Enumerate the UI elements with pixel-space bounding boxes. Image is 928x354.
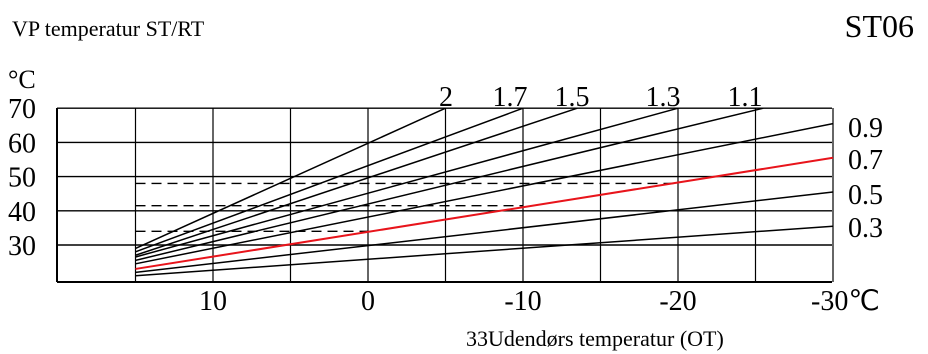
chart-code: ST06 (844, 8, 914, 44)
slope-label: 2 (439, 82, 453, 113)
x-tick-label: -20 (659, 286, 696, 317)
slope-label: 0.5 (848, 180, 883, 211)
curve-1.3 (135, 107, 679, 258)
x-tick-label: -30℃ (811, 286, 880, 317)
slope-label: 0.3 (848, 213, 883, 244)
chart-title: VP temperatur ST/RT (12, 16, 205, 41)
y-tick-label: 40 (8, 197, 36, 228)
slope-label: 1.5 (555, 82, 590, 113)
curve-1.5 (135, 107, 578, 256)
slope-label: 1.3 (646, 82, 681, 113)
y-tick-label: 30 (8, 231, 36, 262)
x-tick-label: 10 (199, 286, 227, 317)
x-tick-label: 0 (361, 286, 375, 317)
curve-0.5 (135, 191, 834, 274)
x-tick-label: -10 (504, 286, 541, 317)
curve-1.1 (135, 107, 764, 262)
y-tick-label: 50 (8, 163, 36, 194)
y-tick-label: 70 (8, 94, 36, 125)
x-axis-label: 33Udendørs temperatur (OT) (466, 326, 724, 351)
curve-0.3 (135, 225, 834, 277)
y-tick-label: 60 (8, 128, 36, 159)
slope-label: 1.1 (728, 82, 763, 113)
y-unit-label: °C (8, 65, 36, 94)
slope-label: 0.9 (848, 113, 883, 144)
slope-label: 0.7 (848, 145, 883, 176)
curve-2 (135, 107, 446, 250)
slope-label: 1.7 (493, 82, 528, 113)
curve-0.7 (135, 156, 834, 270)
curve-0.9 (135, 122, 834, 265)
curve-1.7 (135, 107, 524, 253)
